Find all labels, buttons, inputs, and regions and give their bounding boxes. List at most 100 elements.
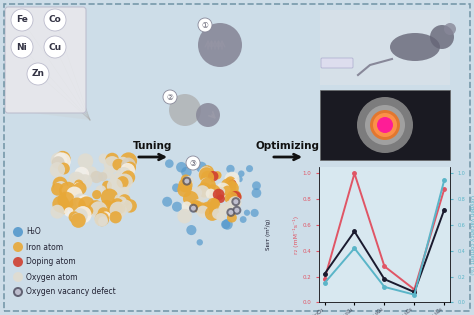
Circle shape: [50, 162, 65, 177]
Circle shape: [51, 183, 64, 196]
Circle shape: [117, 174, 133, 190]
Text: Zn: Zn: [31, 70, 45, 78]
Circle shape: [197, 182, 212, 198]
Circle shape: [104, 156, 121, 173]
Text: Doping atom: Doping atom: [26, 257, 76, 266]
Circle shape: [111, 198, 124, 211]
Circle shape: [163, 90, 177, 104]
Circle shape: [118, 194, 131, 207]
Circle shape: [191, 187, 202, 198]
Circle shape: [178, 178, 192, 192]
Circle shape: [116, 167, 131, 182]
Circle shape: [217, 186, 226, 194]
Circle shape: [217, 194, 225, 203]
Circle shape: [98, 216, 108, 226]
Circle shape: [73, 182, 83, 192]
Circle shape: [92, 202, 102, 211]
Circle shape: [190, 200, 200, 210]
Circle shape: [181, 167, 191, 177]
Circle shape: [177, 182, 192, 197]
Circle shape: [13, 287, 23, 297]
Circle shape: [105, 153, 119, 166]
Circle shape: [377, 117, 393, 133]
Circle shape: [198, 18, 212, 32]
Circle shape: [189, 204, 198, 213]
Circle shape: [59, 182, 77, 200]
Circle shape: [64, 207, 73, 217]
Circle shape: [92, 190, 101, 199]
FancyBboxPatch shape: [320, 90, 450, 160]
Circle shape: [200, 165, 214, 179]
Circle shape: [357, 97, 413, 153]
Text: Optimizing: Optimizing: [256, 141, 320, 151]
Circle shape: [201, 171, 214, 184]
Circle shape: [52, 196, 70, 213]
Circle shape: [101, 189, 118, 206]
Circle shape: [244, 209, 250, 216]
Circle shape: [116, 157, 130, 170]
Circle shape: [78, 197, 95, 213]
Circle shape: [186, 225, 196, 235]
Circle shape: [62, 186, 71, 195]
Circle shape: [121, 170, 135, 185]
Circle shape: [71, 174, 82, 186]
Circle shape: [226, 176, 236, 186]
Circle shape: [196, 162, 207, 173]
Circle shape: [444, 23, 456, 35]
Circle shape: [182, 177, 191, 186]
Circle shape: [11, 36, 33, 58]
Circle shape: [13, 242, 23, 252]
Circle shape: [117, 176, 128, 188]
Circle shape: [119, 200, 132, 212]
Circle shape: [123, 199, 137, 213]
Circle shape: [229, 191, 242, 203]
Circle shape: [234, 208, 239, 213]
Circle shape: [373, 113, 397, 137]
Circle shape: [89, 200, 103, 215]
Circle shape: [73, 193, 89, 209]
Circle shape: [227, 208, 236, 217]
Text: Cu: Cu: [48, 43, 62, 51]
Circle shape: [197, 205, 209, 218]
Circle shape: [120, 152, 137, 169]
Circle shape: [203, 206, 212, 215]
Circle shape: [72, 212, 86, 227]
Text: Fe: Fe: [16, 15, 28, 25]
Circle shape: [76, 195, 92, 211]
Circle shape: [176, 162, 187, 173]
Circle shape: [182, 201, 192, 212]
Circle shape: [225, 172, 239, 187]
Circle shape: [13, 272, 23, 282]
Circle shape: [74, 206, 91, 223]
Text: Iron atom: Iron atom: [26, 243, 63, 251]
Circle shape: [119, 175, 131, 187]
Circle shape: [98, 172, 107, 181]
Circle shape: [232, 179, 240, 187]
Circle shape: [162, 197, 172, 207]
Circle shape: [13, 227, 23, 237]
Circle shape: [73, 208, 88, 223]
Circle shape: [94, 213, 108, 226]
Y-axis label: r₂ (mM⁻¹s⁻¹): r₂ (mM⁻¹s⁻¹): [293, 215, 300, 254]
FancyBboxPatch shape: [321, 58, 353, 68]
Circle shape: [191, 200, 203, 212]
Circle shape: [74, 167, 89, 182]
Circle shape: [199, 167, 214, 183]
Circle shape: [99, 200, 114, 215]
Circle shape: [197, 239, 203, 245]
Circle shape: [246, 165, 253, 172]
Circle shape: [90, 171, 102, 183]
Text: ③: ③: [190, 158, 196, 168]
Circle shape: [109, 202, 127, 219]
Circle shape: [183, 191, 199, 207]
Circle shape: [191, 206, 196, 211]
Circle shape: [74, 180, 83, 189]
Circle shape: [216, 212, 226, 221]
Circle shape: [212, 209, 223, 219]
Circle shape: [200, 177, 216, 193]
Circle shape: [224, 200, 239, 215]
Circle shape: [50, 205, 64, 219]
Circle shape: [86, 166, 97, 177]
Circle shape: [232, 206, 241, 215]
Text: Sᴇᴇᴛ (m²/g): Sᴇᴇᴛ (m²/g): [265, 219, 272, 250]
